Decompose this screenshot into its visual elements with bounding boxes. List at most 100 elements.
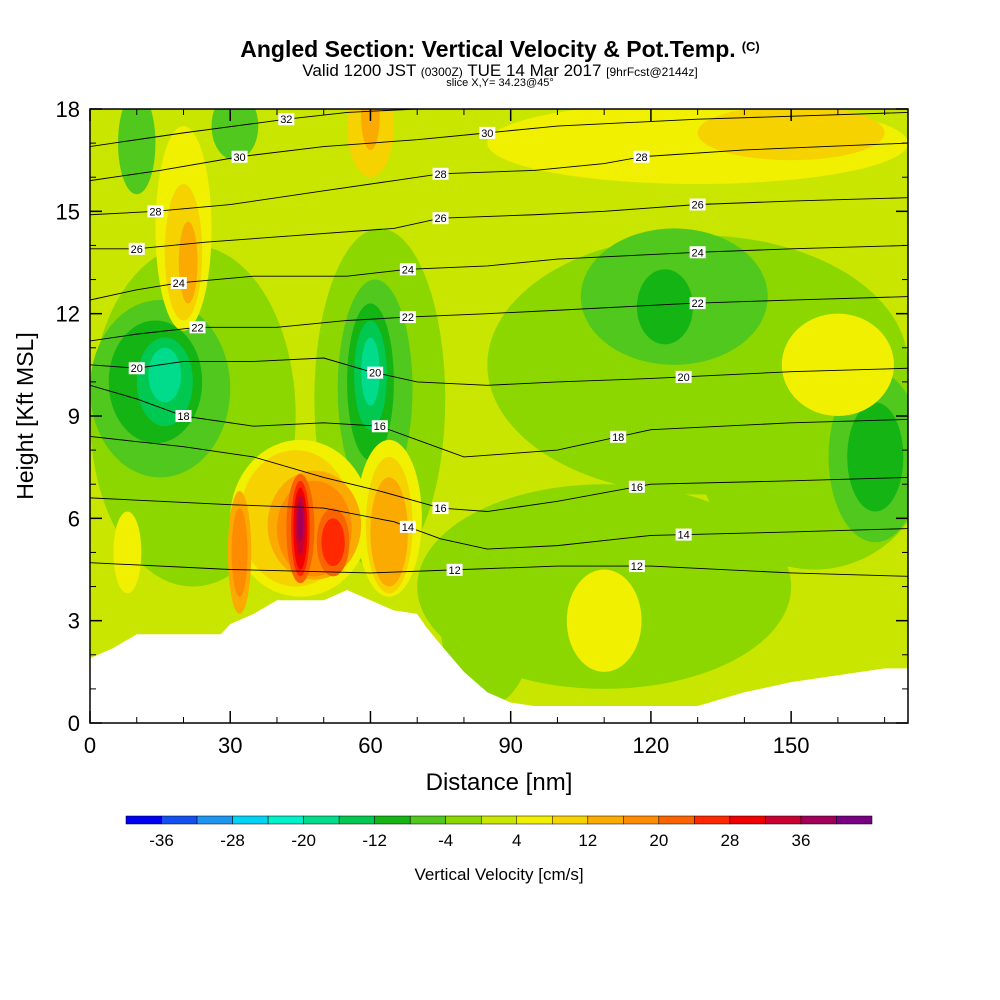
colorbar-swatch	[480, 815, 518, 825]
theta-label-bg	[675, 370, 692, 383]
theta-label-text: 28	[434, 169, 446, 181]
colorbar-tick-label: 4	[512, 831, 521, 850]
theta-contour-line	[90, 357, 908, 386]
slice-info: slice X,Y= 34.23@45°	[446, 77, 554, 89]
theta-contour-label: 24	[170, 276, 187, 290]
theta-contour-line	[90, 497, 908, 550]
theta-label-text: 20	[131, 363, 143, 375]
chart-title: Angled Section: Vertical Velocity & Pot.…	[0, 36, 1000, 63]
theta-contour-label: 28	[147, 205, 164, 218]
colorbar-label: Vertical Velocity [cm/s]	[414, 865, 583, 884]
theta-label-text: 22	[402, 312, 414, 324]
theta-label-bg	[278, 113, 295, 126]
y-tick-label: 0	[68, 711, 80, 736]
theta-label-bg	[628, 560, 645, 573]
theta-contour-label: 20	[367, 366, 384, 380]
colorbar-tick-label: -28	[220, 831, 245, 850]
theta-contour-label: 12	[446, 563, 463, 577]
theta-label-bg	[628, 480, 645, 493]
potential-temperature-contours: 12 12 14 14 16 16 18 16 18 20 20 20 22 22 22 24 24 24 26 26…	[90, 109, 908, 577]
valid-date: TUE 14 Mar 2017	[467, 61, 602, 80]
vv-region-37	[370, 477, 408, 587]
theta-label-text: 20	[369, 368, 381, 380]
theta-label-text: 30	[481, 128, 493, 140]
colorbar-swatch	[587, 815, 624, 825]
theta-label-text: 28	[635, 152, 647, 164]
valid-time: Valid 1200 JST	[302, 61, 417, 80]
colorbar: -36 -28 -20 -12 -4 4 12 20 28 36 Vertical Velocity…	[125, 815, 873, 884]
colorbar-tick-label: 28	[720, 831, 739, 850]
theta-label-bg	[147, 205, 164, 218]
vv-region-46	[297, 501, 304, 543]
theta-label-text: 14	[402, 522, 414, 534]
theta-contour-label: 26	[128, 242, 145, 256]
colorbar-swatch	[161, 815, 198, 825]
colorbar-swatch	[552, 815, 589, 825]
theta-contour-label: 32	[278, 113, 295, 126]
theta-label-text: 16	[434, 503, 446, 515]
colorbar-swatch	[658, 815, 695, 825]
theta-contour-label: 16	[432, 502, 449, 515]
chart-title-text: Angled Section: Vertical Velocity & Pot.…	[240, 36, 736, 62]
colorbar-tick-label: -4	[438, 831, 453, 850]
theta-contour-label: 30	[479, 126, 496, 140]
colorbar-swatch	[303, 815, 340, 825]
theta-contour-label: 28	[432, 167, 449, 181]
theta-label-bg	[479, 126, 496, 139]
theta-label-bg	[189, 321, 206, 334]
theta-contour-label: 22	[189, 321, 206, 334]
theta-label-text: 16	[374, 421, 386, 433]
colorbar-swatch	[232, 815, 269, 825]
theta-contour-label: 20	[128, 362, 145, 375]
theta-contour-label: 22	[399, 311, 416, 324]
theta-label-bg	[367, 366, 384, 379]
theta-label-bg	[689, 198, 706, 211]
x-tick-label: 120	[633, 733, 670, 758]
theta-contour-label: 24	[399, 263, 416, 276]
theta-label-text: 18	[177, 411, 189, 423]
theta-label-text: 12	[448, 565, 460, 577]
vv-region-33	[178, 221, 198, 304]
theta-label-bg	[689, 297, 706, 310]
theta-label-text: 26	[692, 200, 704, 212]
theta-contour-line	[90, 562, 908, 577]
colorbar-tick-label: -20	[291, 831, 316, 850]
colorbar-swatch	[729, 815, 766, 825]
theta-label-bg	[175, 410, 192, 422]
theta-contour-label: 12	[628, 560, 645, 573]
vv-region-12	[211, 109, 259, 161]
colorbar-swatch	[374, 815, 411, 825]
theta-contour-label: 24	[689, 246, 706, 259]
y-tick-label: 18	[56, 97, 80, 122]
theta-label-bg	[128, 242, 145, 255]
theta-label-text: 24	[402, 264, 414, 276]
chart-subtitle: Valid 1200 JST (0300Z) TUE 14 Mar 2017 […	[0, 61, 1000, 81]
theta-label-bg	[610, 430, 627, 443]
x-tick-label: 90	[498, 733, 522, 758]
theta-contour-label: 14	[399, 520, 416, 534]
colorbar-swatch	[765, 815, 802, 825]
vv-region-43	[321, 518, 345, 567]
theta-label-bg	[689, 246, 706, 259]
vv-region-30	[697, 109, 885, 161]
y-tick-label: 3	[68, 609, 80, 634]
vv-region-11	[118, 109, 156, 195]
theta-contour-label: 26	[432, 212, 449, 225]
vv-region-19	[148, 347, 182, 403]
y-tick-label: 9	[68, 404, 80, 429]
x-axis-label: Distance [nm]	[426, 769, 573, 796]
y-tick-label: 6	[68, 506, 80, 531]
vv-region-39	[231, 508, 248, 597]
colorbar-swatch	[338, 815, 375, 825]
theta-label-bg	[432, 212, 449, 225]
theta-label-bg	[675, 528, 692, 541]
theta-contour-label: 18	[610, 430, 627, 444]
theta-label-text: 22	[191, 322, 203, 334]
theta-label-text: 26	[434, 213, 446, 225]
vv-region-25	[566, 569, 642, 672]
colorbar-swatch	[125, 815, 162, 825]
colorbar-tick-label: 12	[578, 831, 597, 850]
colorbar-swatch	[694, 815, 731, 825]
vv-region-27	[113, 511, 142, 594]
theta-label-bg	[399, 520, 416, 533]
